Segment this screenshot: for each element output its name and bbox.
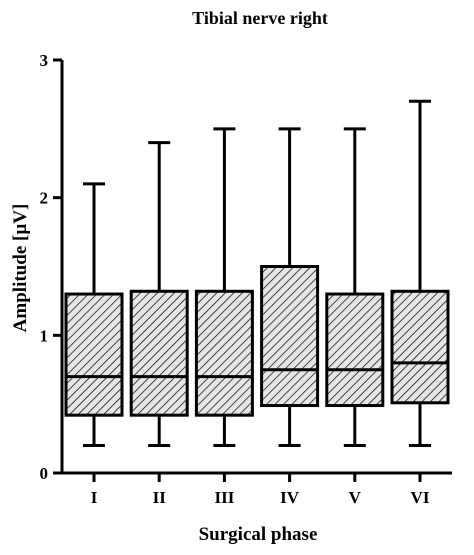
box-III <box>194 127 254 447</box>
y-tick-label: 0 <box>40 464 49 483</box>
y-tick-label: 1 <box>40 326 49 345</box>
iqr-box <box>390 289 450 405</box>
y-axis-label: Amplitude [µV] <box>10 204 31 333</box>
iqr-box <box>260 265 320 408</box>
y-tick-label: 3 <box>40 51 49 70</box>
iqr-box <box>64 292 124 417</box>
chart-title: Tibial nerve right <box>192 8 328 28</box>
x-tick-label: V <box>349 488 362 507</box>
box-IV <box>260 127 320 447</box>
box-I <box>64 182 124 447</box>
x-tick-label: VI <box>411 488 430 507</box>
y-ticks: 0 1 2 3 <box>40 51 62 483</box>
iqr-box <box>129 289 189 417</box>
box-VI <box>390 99 450 447</box>
x-ticks: I II III IV V VI <box>91 473 430 507</box>
x-axis-label: Surgical phase <box>199 524 318 545</box>
box-II <box>129 141 189 447</box>
y-tick-label: 2 <box>40 189 49 208</box>
iqr-box <box>194 289 254 417</box>
axes <box>60 60 452 475</box>
box-V <box>325 127 385 447</box>
x-tick-label: IV <box>280 488 300 507</box>
x-tick-label: III <box>214 488 234 507</box>
boxes <box>64 99 450 447</box>
x-tick-label: II <box>153 488 167 507</box>
x-tick-label: I <box>91 488 98 507</box>
iqr-box <box>325 292 385 408</box>
